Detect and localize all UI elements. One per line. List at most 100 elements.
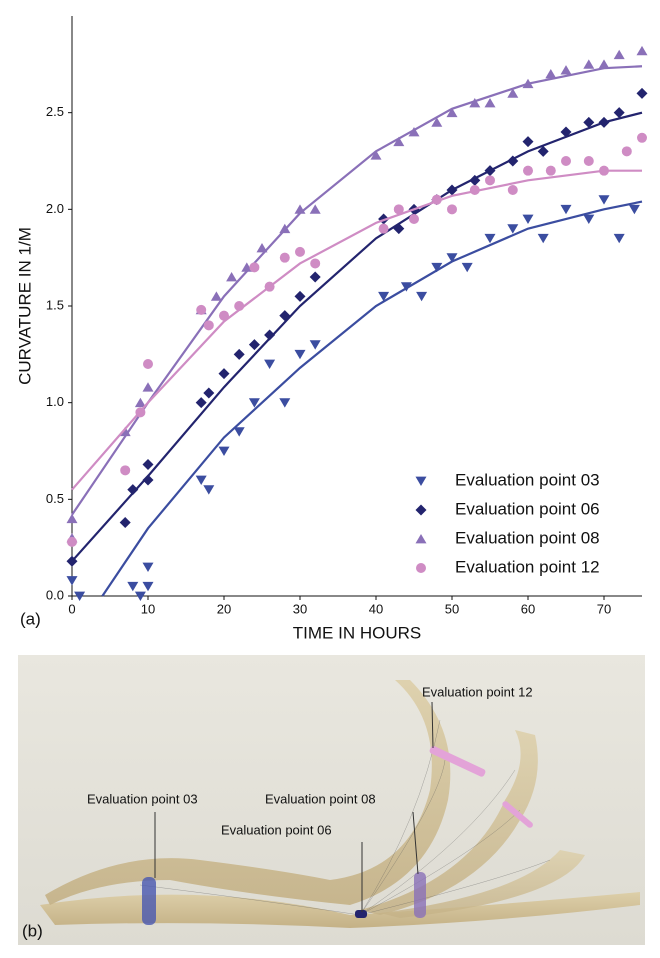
fit-line [71,111,643,562]
point [523,165,533,176]
point [195,397,207,409]
point [295,246,305,257]
point [142,459,154,471]
point [636,45,648,56]
point [119,517,131,529]
point [294,204,306,214]
point [134,397,146,408]
point [484,233,496,244]
y-tick-label: 2.5 [46,104,64,119]
point [598,195,610,205]
point [234,301,245,311]
legend-label: Evaluation point 12 [455,557,600,576]
x-tick-label: 0 [68,601,75,616]
point [294,349,306,360]
point [135,407,146,418]
point [203,387,215,399]
point [431,262,443,273]
point [446,184,458,196]
legend: Evaluation point 03 Evaluation point 06 Ev… [415,470,600,576]
point [461,262,473,273]
point [469,174,481,186]
point [446,107,458,118]
point [628,204,640,215]
point [279,398,291,408]
point [119,426,131,437]
point [203,485,215,495]
point [233,348,245,360]
point [66,555,78,567]
point [560,126,572,138]
point-marker [142,877,156,925]
point [446,253,458,263]
point [370,150,382,160]
point [248,398,260,408]
point [219,310,229,321]
point [142,581,154,592]
point [545,165,556,176]
point [393,223,405,235]
photo-label: Evaluation point 12 [422,684,533,699]
y-tick-label: 1.0 [46,394,64,409]
fit-line [101,200,643,597]
point [226,272,238,282]
point [583,116,595,128]
point [233,427,245,437]
point [637,132,647,143]
y-tick-label: 0.0 [46,587,64,602]
point [279,310,291,322]
series [67,132,647,547]
point [507,185,518,195]
markers [142,745,533,925]
legend-marker [415,476,427,486]
point [431,117,443,127]
x-axis-label: TIME IN HOURS [293,623,421,642]
x-tick-label: 10 [141,601,155,616]
legend-label: Evaluation point 06 [455,499,600,518]
photo: Evaluation point 03 Evaluation point 06 … [18,655,645,945]
point [484,165,496,177]
point [613,107,625,119]
x-tick-label: 60 [521,601,535,616]
photo-label: Evaluation point 03 [87,791,198,806]
point [241,262,253,272]
wood-strip [380,850,585,918]
wood-strip [360,730,538,915]
wood-strip [45,680,451,905]
point [142,382,154,392]
point [598,116,610,128]
photo-label: Evaluation point 06 [221,822,332,837]
point-marker [502,801,533,828]
legend-marker [415,504,427,516]
point [218,446,230,456]
point [256,243,268,253]
point [507,88,519,98]
point [469,185,480,195]
point [195,475,207,485]
point [537,145,549,157]
point [218,368,230,380]
point [583,214,595,224]
point [621,146,632,157]
point [66,576,78,586]
fit-line [71,169,642,491]
point [66,513,78,524]
point [309,204,321,214]
point [522,78,534,89]
point-marker [355,910,367,918]
point [561,156,571,166]
legend-label: Evaluation point 08 [455,528,600,547]
point [264,359,276,369]
x-tick-label: 70 [597,601,611,616]
point [522,214,534,224]
point [309,340,321,350]
point [545,69,557,79]
point [294,290,306,302]
y-tick-label: 0.5 [46,491,64,506]
fit-line [71,65,643,516]
point [378,223,389,234]
point [67,536,77,547]
x-tick-label: 20 [217,601,231,616]
point [613,233,625,244]
point [408,127,420,137]
